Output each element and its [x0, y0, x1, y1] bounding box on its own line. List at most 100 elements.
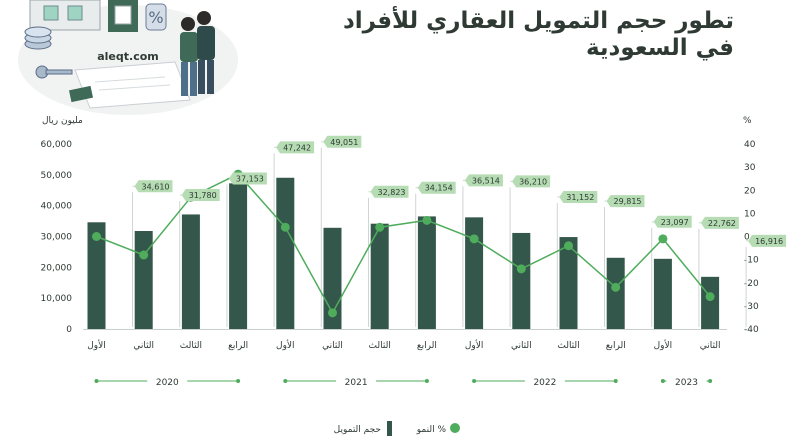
bar: [370, 223, 389, 329]
money-icon: [68, 85, 94, 103]
data-label-bg: [370, 185, 409, 198]
bar: [417, 216, 436, 329]
data-label: 34,610: [142, 182, 170, 191]
year-bracket-end: [708, 379, 713, 383]
x-tick-label: الأول: [276, 339, 295, 351]
y-axis-right: -40 -30 -20 -10 0 10 20 30 40: [744, 140, 759, 335]
year-bracket-end: [94, 379, 99, 383]
growth-point: [280, 222, 290, 232]
house-icon: [29, 0, 138, 32]
y-tick-right: -30: [744, 302, 759, 312]
y-tick-right: 20: [744, 186, 756, 196]
y-tick-right: -10: [744, 256, 759, 266]
data-label-bg: [653, 215, 692, 228]
data-label-bg: [228, 172, 267, 185]
growth-point: [658, 234, 668, 244]
data-label: 36,514: [472, 176, 500, 185]
chart-title: تطور حجم التمويل العقاري للأفراد في السع…: [314, 8, 734, 62]
x-tick-label: الثاني: [700, 341, 721, 351]
data-label-bg: [134, 180, 173, 193]
y-tick-left: 40,000: [41, 202, 73, 212]
bar: [512, 232, 531, 329]
data-label: 31,152: [566, 193, 594, 202]
y-axis-label-right: %: [743, 116, 752, 126]
svg-text:%: %: [148, 8, 163, 27]
growth-point: [92, 232, 101, 241]
growth-point: [139, 250, 149, 260]
data-label-bg: [323, 135, 362, 148]
x-tick-label: الأول: [465, 339, 484, 351]
year-bracket-end: [236, 379, 241, 383]
y-tick-left: 10,000: [41, 294, 73, 304]
data-label: 32,823: [378, 188, 406, 197]
y-axis-label-left: مليون ريال: [42, 116, 83, 126]
x-tick-label: الثاني: [133, 341, 154, 351]
data-label: 34,154: [425, 184, 453, 193]
bar: [701, 276, 720, 329]
year-bracket-end: [613, 379, 618, 383]
x-axis-categories: الأول الثاني الثالث الرابع الأول الثاني الثالث…: [87, 339, 720, 351]
data-label: 47,242: [283, 143, 311, 152]
data-label-bg: [748, 234, 787, 247]
document-icon: [74, 61, 191, 109]
x-tick-label: الرابع: [606, 341, 626, 351]
chart-title-line-1: تطور حجم التمويل العقاري للأفراد: [343, 8, 734, 34]
x-tick-label: الرابع: [417, 341, 437, 351]
y-tick-left: 60,000: [41, 140, 73, 150]
growth-point: [469, 234, 479, 244]
y-tick-right: -20: [744, 279, 759, 289]
y-tick-right: 40: [744, 140, 756, 150]
bar: [559, 237, 578, 329]
x-tick-label: الثالث: [369, 341, 391, 351]
data-label: 49,051: [330, 138, 358, 147]
data-label-bg: [559, 190, 598, 203]
growth-point: [705, 292, 715, 302]
data-label: 37,153: [236, 174, 264, 183]
x-tick-label: الثاني: [322, 341, 343, 351]
chart-title-line-2: في السعودية: [585, 35, 734, 61]
growth-point: [564, 241, 573, 251]
x-tick-label: الأول: [654, 339, 673, 351]
year-groups: 2020 2021 2022 2023: [94, 378, 713, 388]
growth-point: [422, 215, 432, 225]
data-label: 23,097: [661, 218, 689, 227]
x-tick-label: الأول: [87, 339, 106, 351]
y-tick-left: 20,000: [41, 263, 73, 273]
y-tick-right: 0: [744, 233, 750, 243]
x-tick-label: الرابع: [228, 341, 248, 351]
bar: [229, 183, 248, 329]
couple-illustration: [180, 11, 215, 96]
x-tick-label: الثاني: [511, 341, 532, 351]
y-axis-left: 0 10,000 20,000 30,000 40,000 50,000 60,000: [41, 140, 73, 335]
bar: [606, 257, 625, 329]
data-label-bg: [276, 141, 315, 154]
bar: [653, 258, 672, 329]
data-label: 22,762: [708, 219, 736, 228]
logo-illustration: % aleqt.com: [18, 0, 238, 115]
y-tick-left: 30,000: [41, 233, 73, 243]
growth-point: [516, 264, 526, 274]
y-tick-left: 50,000: [41, 171, 73, 181]
growth-point: [375, 222, 385, 232]
year-label: 2020: [156, 378, 179, 388]
year-label: 2023: [675, 378, 698, 388]
year-label: 2022: [533, 378, 556, 388]
bar: [276, 177, 295, 329]
year-bracket-end: [472, 379, 477, 383]
bars: [87, 177, 720, 329]
data-labels: 34,610 31,780 37,153 47,242 49,051 32,823 34,1…: [134, 135, 787, 247]
bar: [465, 217, 484, 329]
y-tick-right: -40: [744, 325, 759, 335]
year-bracket-end: [424, 379, 429, 383]
growth-point: [328, 308, 337, 318]
year-bracket-end: [283, 379, 288, 383]
growth-point: [611, 282, 621, 292]
data-label-bg: [700, 216, 739, 229]
y-tick-left: 0: [66, 325, 72, 335]
data-label-bg: [606, 195, 645, 208]
data-label-bg: [417, 181, 456, 194]
data-label-bg: [464, 174, 503, 187]
bar: [181, 214, 200, 329]
data-label: 31,780: [189, 191, 217, 200]
